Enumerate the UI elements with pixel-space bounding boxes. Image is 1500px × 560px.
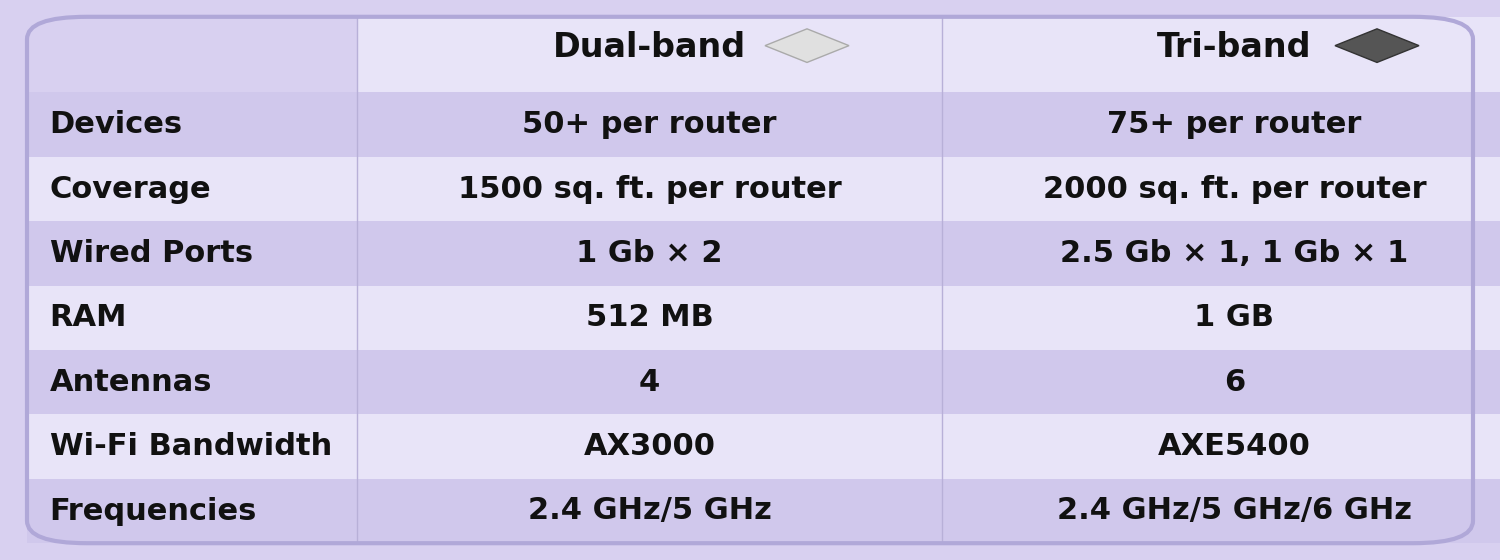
Bar bbox=[27, 92, 357, 157]
Text: Devices: Devices bbox=[50, 110, 183, 139]
Bar bbox=[27, 414, 357, 479]
Polygon shape bbox=[765, 29, 849, 63]
Bar bbox=[942, 479, 1500, 543]
Bar bbox=[942, 221, 1500, 286]
Text: 1 Gb × 2: 1 Gb × 2 bbox=[576, 239, 723, 268]
Bar bbox=[27, 286, 357, 350]
Text: 512 MB: 512 MB bbox=[585, 304, 714, 332]
Text: 2.5 Gb × 1, 1 Gb × 1: 2.5 Gb × 1, 1 Gb × 1 bbox=[1060, 239, 1408, 268]
Text: Wired Ports: Wired Ports bbox=[50, 239, 252, 268]
Bar bbox=[942, 17, 1500, 92]
Text: Wi-Fi Bandwidth: Wi-Fi Bandwidth bbox=[50, 432, 332, 461]
Text: AXE5400: AXE5400 bbox=[1158, 432, 1311, 461]
Text: 2.4 GHz/5 GHz: 2.4 GHz/5 GHz bbox=[528, 497, 771, 525]
Bar bbox=[357, 350, 942, 414]
Text: Coverage: Coverage bbox=[50, 175, 211, 203]
Bar bbox=[27, 350, 357, 414]
Bar bbox=[942, 157, 1500, 221]
Text: 6: 6 bbox=[1224, 368, 1245, 396]
Bar bbox=[357, 286, 942, 350]
Bar bbox=[357, 221, 942, 286]
Bar bbox=[27, 17, 357, 92]
Text: 2.4 GHz/5 GHz/6 GHz: 2.4 GHz/5 GHz/6 GHz bbox=[1058, 497, 1412, 525]
Text: 75+ per router: 75+ per router bbox=[1107, 110, 1362, 139]
Bar bbox=[942, 414, 1500, 479]
Text: Dual-band: Dual-band bbox=[554, 31, 746, 64]
Text: Frequencies: Frequencies bbox=[50, 497, 256, 525]
Text: 1 GB: 1 GB bbox=[1194, 304, 1275, 332]
Bar bbox=[27, 479, 357, 543]
Text: Antennas: Antennas bbox=[50, 368, 211, 396]
Text: 4: 4 bbox=[639, 368, 660, 396]
Bar bbox=[357, 414, 942, 479]
Text: 1500 sq. ft. per router: 1500 sq. ft. per router bbox=[458, 175, 842, 203]
Bar bbox=[357, 17, 942, 92]
Text: AX3000: AX3000 bbox=[584, 432, 716, 461]
Polygon shape bbox=[1335, 29, 1419, 63]
Text: 50+ per router: 50+ per router bbox=[522, 110, 777, 139]
Bar bbox=[942, 350, 1500, 414]
Text: Tri-band: Tri-band bbox=[1158, 31, 1311, 64]
Bar bbox=[942, 92, 1500, 157]
Bar bbox=[357, 92, 942, 157]
Text: RAM: RAM bbox=[50, 304, 128, 332]
Bar bbox=[357, 157, 942, 221]
Bar bbox=[357, 479, 942, 543]
Bar bbox=[27, 157, 357, 221]
Bar bbox=[942, 286, 1500, 350]
FancyBboxPatch shape bbox=[27, 17, 1473, 543]
Bar bbox=[27, 221, 357, 286]
Text: 2000 sq. ft. per router: 2000 sq. ft. per router bbox=[1042, 175, 1426, 203]
